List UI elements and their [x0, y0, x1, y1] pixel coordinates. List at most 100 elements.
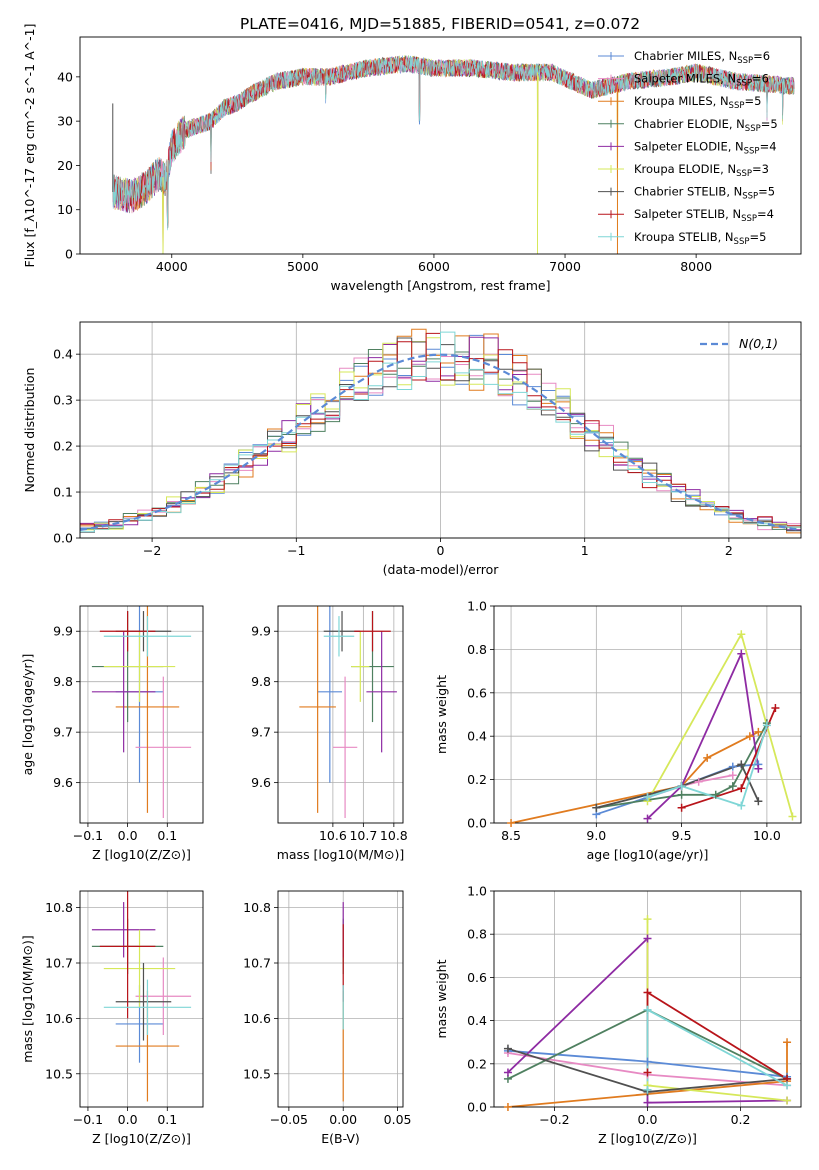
legend-label-chabrier-stelib: Chabrier STELIB, NSSP=5	[634, 185, 775, 202]
y-tick-label: 9.7	[251, 725, 271, 740]
axes-frame: 10.6 10.7 10.8 9.6 9.7 9.8 9.9 mass [log10(M/M⊙…	[251, 605, 408, 862]
y-tick-label: 20	[57, 158, 73, 173]
y-axis-label: mass weight	[434, 675, 449, 754]
y-tick-label: 10.8	[45, 900, 73, 915]
plot-area	[80, 328, 801, 538]
series-marker-salpeter-miles	[694, 777, 703, 786]
y-tick-label: 0.0	[467, 816, 487, 831]
y-tick-label: 0.4	[467, 1013, 487, 1028]
series-line-salpeter-stelib	[646, 990, 788, 1080]
series-marker-kroupa-elodie	[788, 812, 797, 821]
series-marker-salpeter-elodie	[737, 649, 746, 658]
axes-border	[79, 890, 204, 1108]
legend-text: Salpeter STELIB, N	[634, 207, 741, 221]
y-tick-label: 0.2	[467, 772, 487, 787]
series-marker-kroupa-miles	[507, 819, 516, 827]
y-axis-label: Normed distribution	[22, 368, 37, 493]
axes-frame: −0.2 0.0 0.2 0.0 0.2 0.4 0.6 0.8 1.0 Z [log10(Z/Z…	[434, 884, 802, 1146]
axes-border	[277, 890, 404, 1108]
x-tick-label: 0.2	[731, 1112, 751, 1127]
legend-subscript: SSP	[742, 192, 758, 202]
panel-mass-vs-Z: −0.1 0.0 0.1 10.5 10.6 10.7 10.8 Z [log10(Z/Z⊙)…	[20, 890, 204, 1146]
x-tick-label: 10.8	[380, 828, 408, 843]
x-tick-label: 9.0	[586, 828, 606, 843]
y-tick-label: 10.6	[243, 1011, 271, 1026]
x-tick-label: −0.05	[270, 1112, 308, 1127]
legend-label-salpeter-elodie: Salpeter ELODIE, NSSP=4	[634, 139, 777, 156]
y-tick-label: 9.9	[53, 624, 73, 639]
legend-subscript: SSP	[734, 237, 750, 247]
legend-text: Salpeter ELODIE, N	[634, 139, 744, 153]
x-tick-label: 5000	[287, 259, 319, 274]
y-tick-label: 30	[57, 114, 73, 129]
normal-curve	[80, 353, 801, 531]
series-line-salpeter-stelib	[681, 707, 777, 809]
series-marker-salpeter-elodie	[643, 934, 652, 943]
legend-subscript: SSP	[741, 214, 757, 224]
y-tick-label: 1.0	[467, 599, 487, 614]
series-marker-salpeter-miles	[728, 771, 737, 780]
series-marker-salpeter-stelib	[643, 988, 652, 997]
x-axis-label: Z [log10(Z/Z⊙)]	[598, 1131, 697, 1146]
plot-area	[91, 891, 192, 1102]
series-marker-kroupa-stelib	[677, 782, 686, 791]
y-axis-label: mass [log10(M/M⊙)]	[20, 935, 35, 1063]
x-axis-label: (data-model)/error	[383, 562, 500, 577]
x-tick-label: −0.1	[73, 828, 103, 843]
x-axis-label: mass [log10(M/M⊙)]	[277, 847, 405, 862]
x-tick-label: 0.05	[384, 1112, 412, 1127]
x-tick-label: −1	[287, 543, 305, 558]
x-tick-label: 8.5	[501, 828, 521, 843]
axes-border	[79, 605, 204, 824]
series-marker-chabrier-stelib	[592, 803, 601, 812]
y-tick-label: 0.2	[467, 1056, 487, 1071]
legend-label-kroupa-stelib: Kroupa STELIB, NSSP=5	[634, 230, 766, 247]
plot-area	[299, 606, 397, 818]
series-marker-kroupa-miles	[745, 732, 754, 741]
series-marker-chabrier-stelib	[503, 1044, 512, 1053]
series-marker-kroupa-stelib	[737, 801, 746, 810]
legend-text: Kroupa STELIB, N	[634, 230, 734, 244]
series-marker-kroupa-miles	[754, 727, 763, 736]
x-tick-label: 4000	[156, 259, 188, 274]
y-tick-label: 10.7	[45, 956, 73, 971]
series-marker-salpeter-stelib	[677, 803, 686, 812]
series-marker-kroupa-elodie	[783, 1096, 792, 1105]
x-tick-label: 10.7	[349, 828, 377, 843]
x-tick-label: −0.2	[539, 1112, 569, 1127]
legend-subscript: SSP	[736, 169, 752, 179]
y-tick-label: 0.0	[467, 1100, 487, 1115]
series-marker-kroupa-elodie	[737, 630, 746, 639]
series-marker-kroupa-miles	[703, 753, 712, 762]
legend-text: Chabrier ELODIE, N	[634, 117, 745, 131]
series-marker-chabrier-miles	[643, 1057, 652, 1066]
panel-weight-vs-age: 8.5 9.0 9.5 10.0 0.0 0.2 0.4 0.6 0.8 1.0 age [log1…	[434, 599, 802, 862]
panel-residuals: −2 −1 0 1 2 0.0 0.1 0.2 0.3 0.4 (data-model)/error…	[22, 321, 802, 577]
axes-border	[79, 36, 802, 255]
x-tick-label: 1	[581, 543, 589, 558]
series-marker-kroupa-stelib	[643, 1085, 652, 1094]
series-line-kroupa-stelib	[647, 725, 768, 807]
series-marker-kroupa-stelib	[643, 1005, 652, 1014]
x-tick-label: 0.1	[157, 1112, 177, 1127]
series-marker-kroupa-stelib	[643, 792, 652, 801]
axes-frame: 4000 5000 6000 7000 8000 0 10 20 30 40 wavelength …	[22, 24, 802, 293]
y-tick-label: 40	[57, 69, 73, 84]
series-marker-salpeter-elodie	[754, 764, 763, 773]
series-line-salpeter-elodie	[646, 650, 760, 820]
histogram-kroupa-stelib	[80, 331, 801, 538]
axes-frame: −0.1 0.0 0.1 10.5 10.6 10.7 10.8 Z [log10(Z/Z⊙)…	[20, 890, 204, 1146]
x-tick-label: 2	[725, 543, 733, 558]
y-tick-label: 9.6	[53, 775, 73, 790]
legend-suffix: =5	[749, 230, 766, 244]
series-marker-kroupa-elodie	[643, 915, 652, 924]
series-marker-chabrier-miles	[728, 762, 737, 771]
series-marker-kroupa-stelib	[783, 1081, 792, 1090]
y-tick-label: 0.8	[467, 927, 487, 942]
panel-weight-vs-Z: −0.2 0.0 0.2 0.0 0.2 0.4 0.6 0.8 1.0 Z [log10(Z/Z…	[434, 884, 802, 1146]
legend-subscript: SSP	[745, 124, 761, 134]
series-marker-chabrier-elodie	[728, 782, 737, 791]
series-marker-kroupa-miles	[783, 1038, 792, 1047]
x-tick-label: 0.00	[329, 1112, 357, 1127]
